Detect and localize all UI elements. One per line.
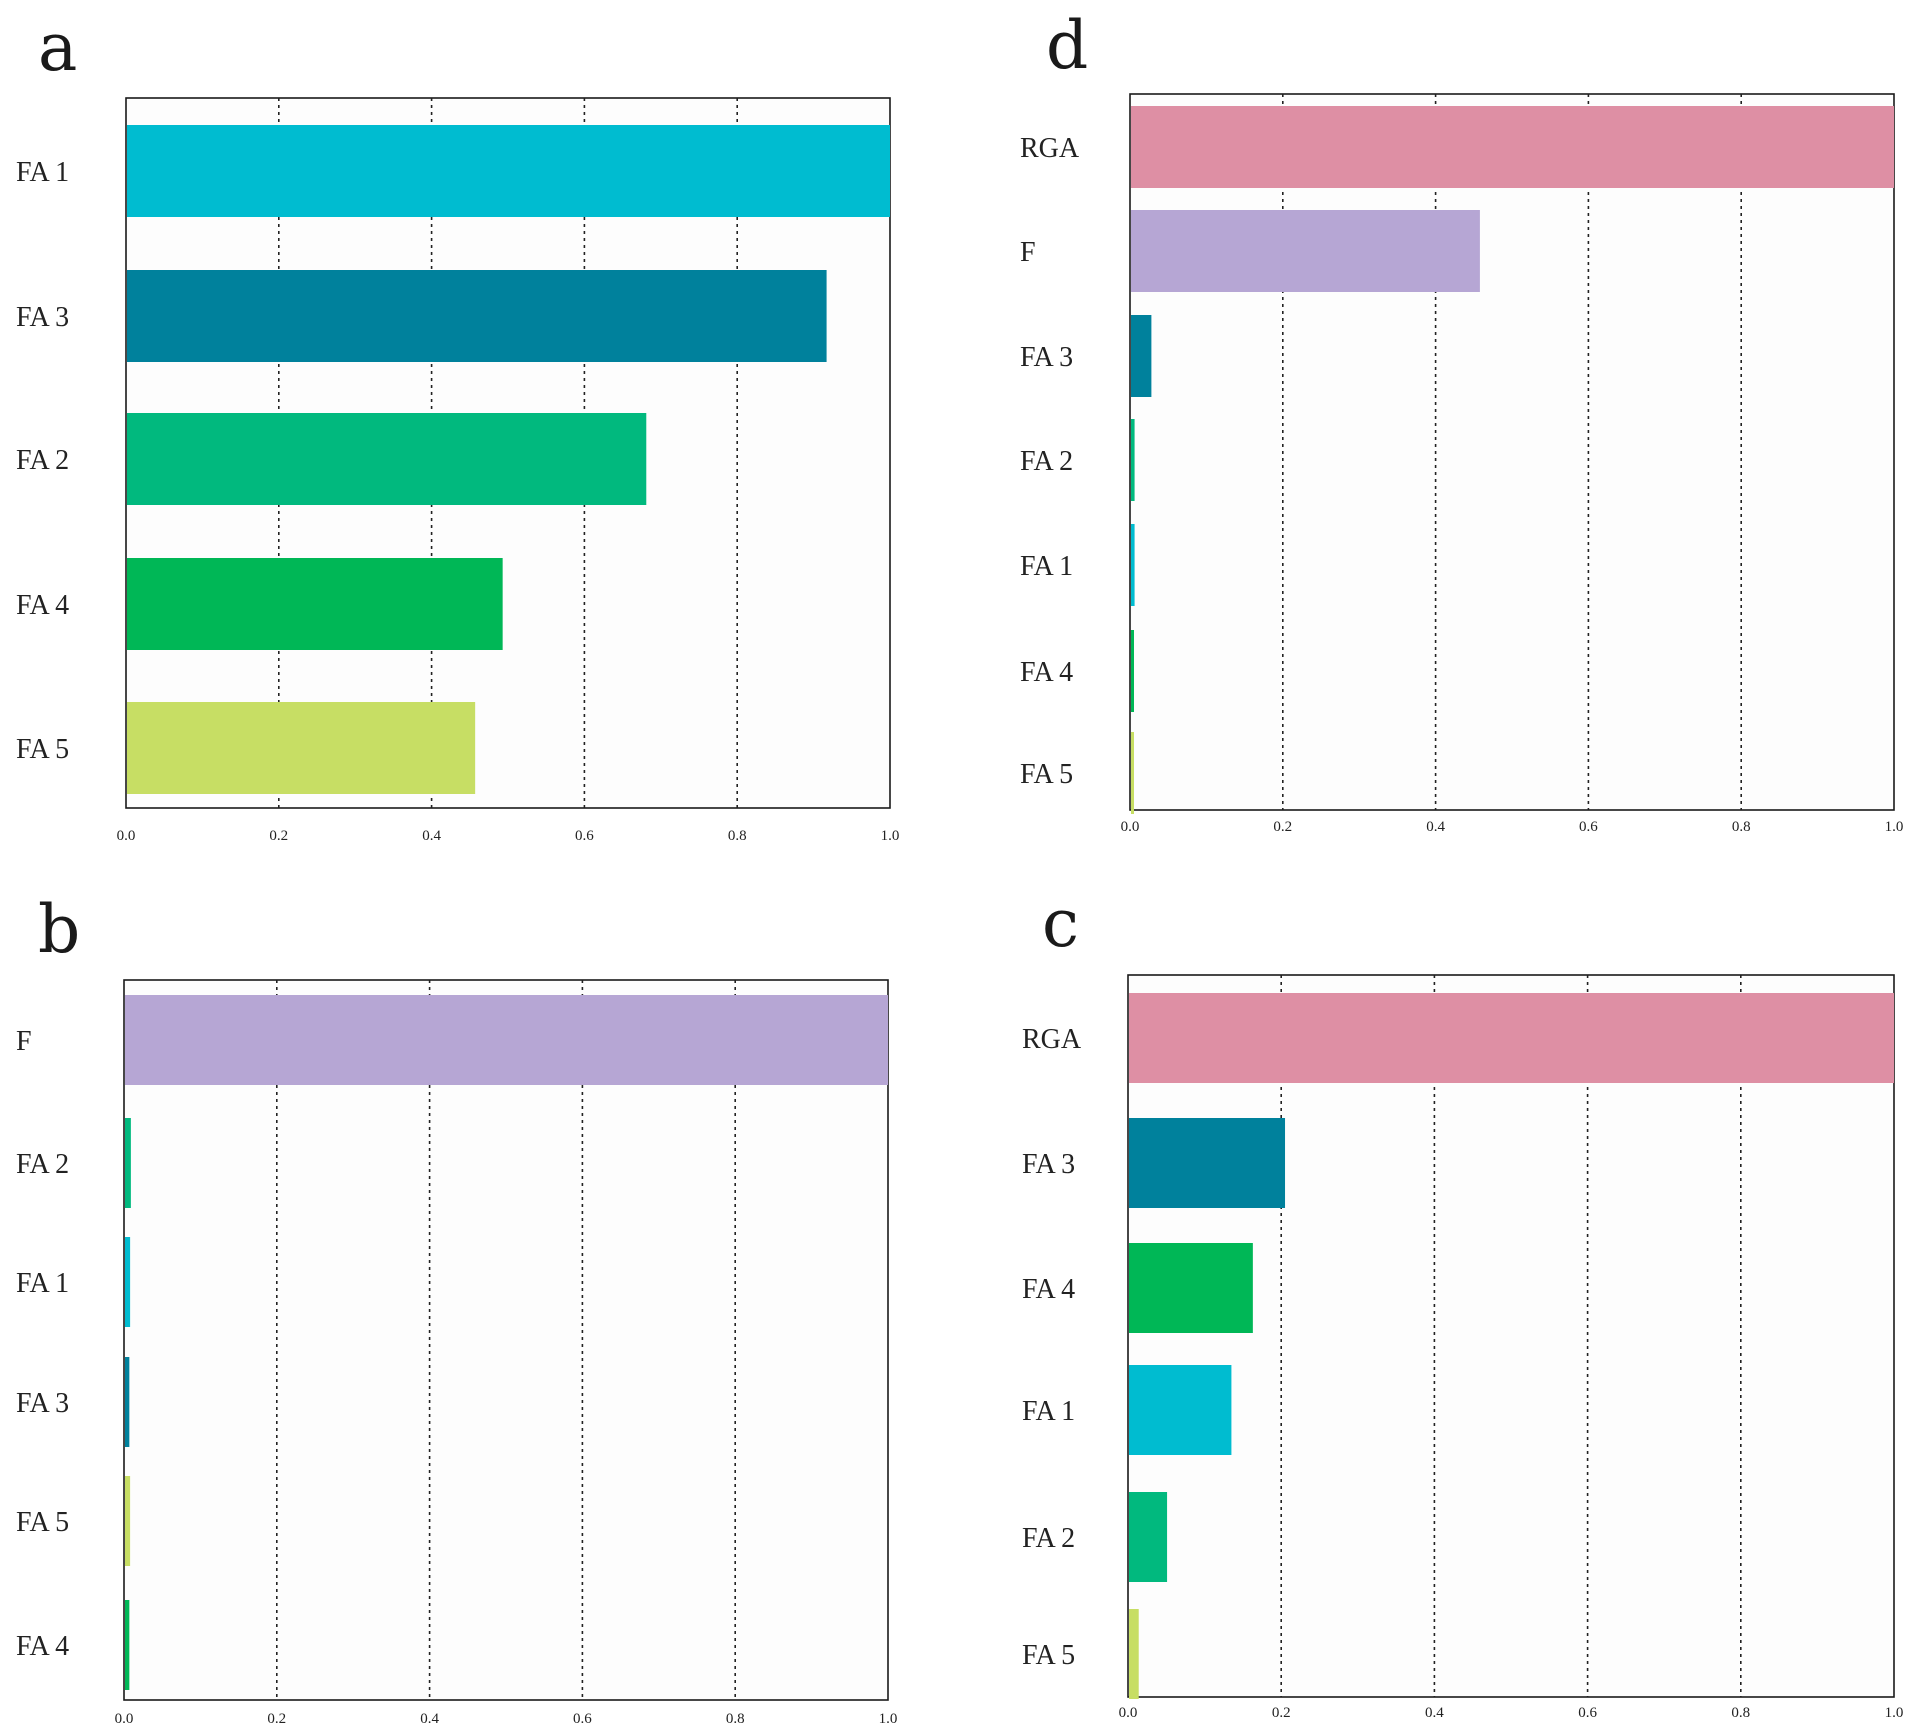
tick-label: 0.4	[422, 828, 441, 844]
category-label: FA 1	[1022, 1396, 1075, 1427]
tick-label: 0.8	[726, 1711, 745, 1727]
category-label: FA 4	[1022, 1274, 1075, 1305]
category-label: FA 3	[16, 302, 69, 333]
bar-f	[125, 995, 888, 1085]
tick-label: 1.0	[879, 1711, 898, 1727]
category-label: FA 2	[1022, 1523, 1075, 1554]
bar-fa-3	[1131, 315, 1152, 397]
bar-fa-3	[1129, 1118, 1286, 1208]
tick-label: 0.6	[1578, 1705, 1597, 1721]
category-label: FA 2	[1020, 446, 1073, 477]
category-label: RGA	[1020, 133, 1080, 164]
tick-label: 0.2	[1273, 819, 1292, 835]
category-label: FA 1	[16, 157, 69, 188]
category-label: F	[16, 1026, 32, 1057]
panel-letter: c	[1042, 885, 1079, 962]
bar-fa-5	[1131, 732, 1134, 814]
bar-fa-2	[1131, 419, 1135, 501]
bar-fa-4	[1131, 630, 1134, 712]
tick-label: 1.0	[1885, 819, 1904, 835]
category-label: FA 5	[1022, 1640, 1075, 1671]
tick-label: 0.8	[1732, 819, 1751, 835]
category-label: FA 5	[16, 734, 69, 765]
category-label: RGA	[1022, 1024, 1082, 1055]
tick-label: 0.6	[1579, 819, 1598, 835]
tick-label: 0.0	[115, 1711, 134, 1727]
bar-rga	[1131, 106, 1894, 188]
tick-label: 0.6	[573, 1711, 592, 1727]
plot-frame	[1127, 974, 1895, 1698]
tick-label: 1.0	[1885, 1705, 1904, 1721]
tick-label: 0.2	[1272, 1705, 1291, 1721]
plot-frame	[123, 979, 889, 1701]
tick-label: 0.4	[1425, 1705, 1444, 1721]
bar-fa-3	[125, 1357, 130, 1447]
panel-c: c RGA FA 3 FA 4 FA 1 FA 2 FA 5 0.0 0.2 0.4 0.6 0.8 1…	[1022, 885, 1903, 1721]
tick-label: 0.0	[1119, 1705, 1138, 1721]
bar-fa-1	[125, 1237, 131, 1327]
bar-fa-4	[127, 558, 503, 650]
category-label: FA 2	[16, 445, 69, 476]
bar-fa-2	[1129, 1492, 1168, 1582]
panel-a: a FA 1 FA 3 FA 2 FA 4 FA 5 0.0 0.2 0.4 0.6 0.8 1.0	[16, 9, 899, 844]
bar-fa-1	[1131, 524, 1135, 606]
bar-fa-2	[125, 1118, 131, 1208]
bar-fa-4	[125, 1600, 130, 1690]
category-label: F	[1020, 237, 1036, 268]
bar-f	[1131, 210, 1480, 292]
tick-label: 1.0	[881, 828, 900, 844]
category-label: FA 3	[1022, 1149, 1075, 1180]
tick-label: 0.0	[117, 828, 136, 844]
tick-label: 0.2	[267, 1711, 286, 1727]
category-label: FA 1	[16, 1268, 69, 1299]
category-label: FA 4	[16, 1631, 69, 1662]
category-label: FA 1	[1020, 551, 1073, 582]
category-label: FA 4	[1020, 657, 1073, 688]
bar-fa-5	[125, 1476, 131, 1566]
category-label: FA 3	[1020, 342, 1073, 373]
tick-label: 0.6	[575, 828, 594, 844]
category-label: FA 5	[16, 1507, 69, 1538]
tick-label: 0.2	[269, 828, 288, 844]
panel-b: b F FA 2 FA 1 FA 3 FA 5 FA 4 0.0 0.2 0.4 0.6 0.8 1.0	[16, 891, 897, 1727]
tick-label: 0.4	[420, 1711, 439, 1727]
panel-letter: a	[38, 9, 77, 86]
category-label: FA 3	[16, 1388, 69, 1419]
bar-fa-1	[127, 125, 890, 217]
bar-fa-3	[127, 270, 827, 362]
panel-letter: d	[1046, 7, 1088, 84]
category-label: FA 4	[16, 590, 69, 621]
bar-fa-5	[1129, 1609, 1139, 1699]
bar-rga	[1129, 993, 1894, 1083]
tick-label: 0.4	[1426, 819, 1445, 835]
bar-fa-2	[127, 413, 647, 505]
category-label: FA 5	[1020, 759, 1073, 790]
tick-label: 0.8	[1731, 1705, 1750, 1721]
plot-frame	[1129, 93, 1895, 811]
bar-fa-4	[1129, 1243, 1253, 1333]
category-label: FA 2	[16, 1149, 69, 1180]
bar-fa-5	[127, 702, 476, 794]
panel-letter: b	[38, 891, 80, 968]
panel-d: d RGA F FA 3 FA 2 FA 1 FA 4 FA 5 0.0 0.2 0.4 0.6 0.8…	[1020, 7, 1903, 835]
tick-label: 0.0	[1121, 819, 1140, 835]
bar-fa-1	[1129, 1365, 1232, 1455]
tick-label: 0.8	[728, 828, 747, 844]
